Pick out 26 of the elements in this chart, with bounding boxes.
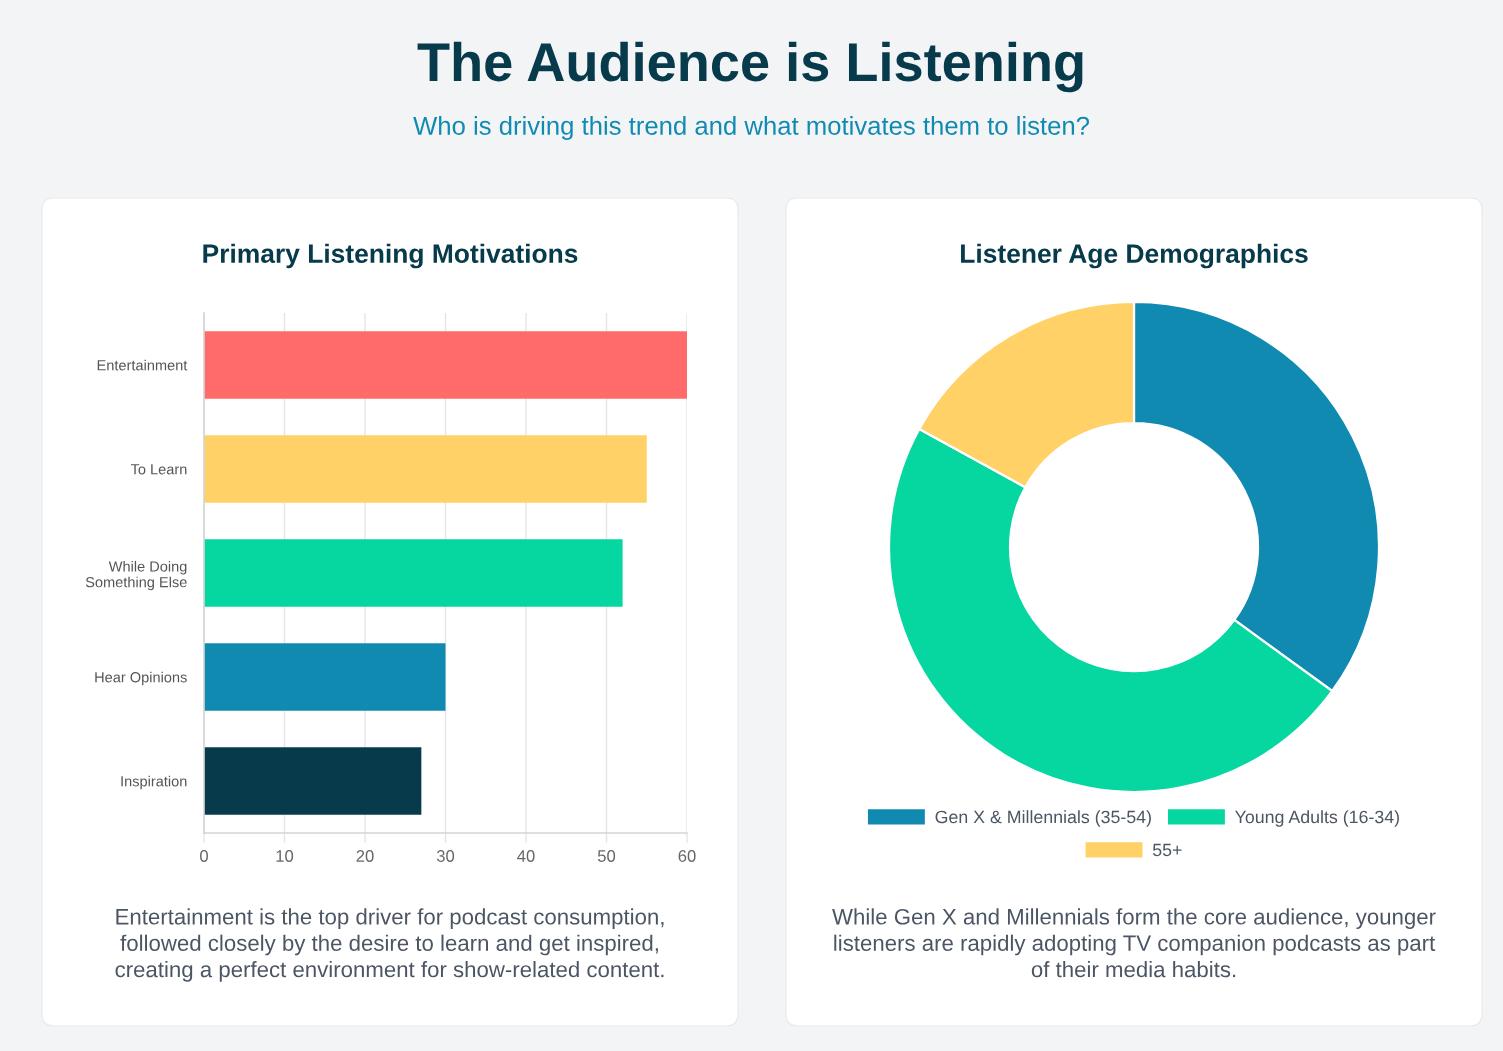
y-tick-label: Hear Opinions bbox=[95, 671, 187, 686]
text: Entertainment is the top driver for podcast consumption, followed closely by the desire to learn and get inspired, creating a perfect environment for show-related content. bbox=[115, 908, 664, 982]
x-tick-label: 0 bbox=[200, 850, 208, 862]
x-tick-label: 30 bbox=[436, 850, 455, 862]
y-tick-label: Inspiration bbox=[121, 775, 187, 790]
text: While Gen X and Millennials form the core audience, younger listeners are rapidly adopting TV companion podcasts as part of their media habits. bbox=[832, 908, 1436, 978]
y-tick-label: To Learn bbox=[130, 464, 187, 475]
y-tick-label: Entertainment bbox=[97, 359, 188, 371]
bar bbox=[204, 539, 623, 607]
bar bbox=[204, 747, 422, 815]
x-tick-label: 10 bbox=[276, 850, 294, 862]
legend-label: 55+ bbox=[1152, 843, 1182, 857]
chart-title: Primary Listening Motivations bbox=[203, 243, 578, 269]
x-tick-label: 50 bbox=[597, 850, 616, 862]
y-tick-label: While Doing Something Else bbox=[85, 560, 187, 591]
chart-title: Listener Age Demographics bbox=[961, 243, 1308, 269]
x-tick-label: 20 bbox=[356, 850, 374, 862]
legend-label: Young Adults (16-34) bbox=[1235, 810, 1399, 827]
bar bbox=[204, 643, 446, 711]
text: Who is driving this trend and what motivates them to listen? bbox=[413, 116, 1090, 140]
text: The Audience is Listening bbox=[417, 41, 1083, 93]
x-tick-label: 60 bbox=[678, 850, 696, 862]
x-tick-label: 40 bbox=[517, 850, 535, 862]
legend-label: Gen X & Millennials (35-54) bbox=[935, 810, 1151, 827]
bar bbox=[204, 331, 687, 399]
bar bbox=[204, 435, 647, 503]
